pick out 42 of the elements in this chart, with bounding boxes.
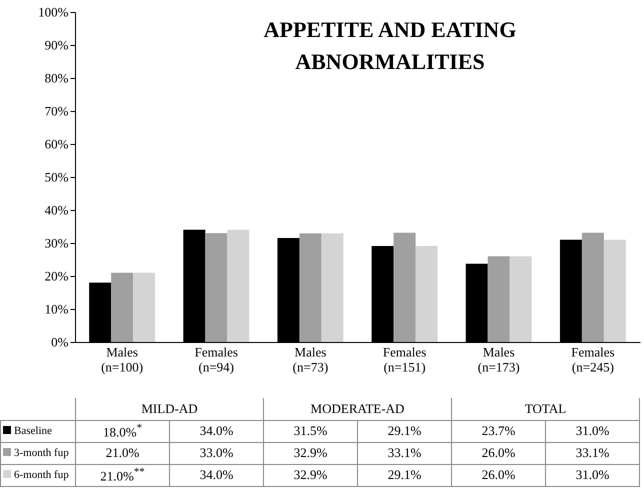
data-label: 32.9% (264, 442, 358, 464)
x-tick-label: Males (n=73) (292, 344, 328, 374)
y-tick-label: 20% (44, 268, 69, 284)
data-label: 26.0% (452, 464, 546, 486)
y-tick-label: 40% (44, 202, 69, 218)
data-label: 29.1% (358, 420, 452, 442)
data-label: 34.0% (170, 420, 264, 442)
data-label: 21.0%$^{**}$ (76, 464, 170, 486)
data-label: 33.1% (546, 442, 640, 464)
data-label: 18.0%$^{*}$ (76, 420, 170, 442)
data-label: 34.0% (170, 464, 264, 486)
x-tick-label: Females (n=94) (194, 344, 238, 374)
y-tick-label: 80% (44, 70, 69, 86)
text: TOTAL (452, 398, 640, 420)
data-label: 26.0% (452, 442, 546, 464)
y-tick-label: 70% (44, 104, 69, 118)
data-label: 33.0% (170, 442, 264, 464)
data-label: 33.1% (358, 442, 452, 464)
data-label: 29.1% (358, 464, 452, 486)
text: MILD-AD (76, 398, 264, 420)
y-tick-label: 90% (44, 38, 69, 52)
text: APPETITE AND EATING ABNORMALITIES (262, 16, 518, 76)
y-tick-label: 0% (51, 334, 69, 350)
y-tick-label: 50% (44, 170, 69, 184)
x-tick-label: Females (n=245) (571, 344, 615, 374)
y-tick-label: 10% (44, 302, 69, 316)
data-label: 32.9% (264, 464, 358, 486)
y-tick-label: 60% (44, 136, 69, 152)
data-label: 23.7% (452, 420, 546, 442)
x-tick-label: Males (n=100) (101, 344, 144, 374)
y-tick-label: 30% (44, 236, 69, 250)
legend-label: 3-month fup (0, 442, 76, 464)
x-tick-label: Males (n=173) (478, 344, 520, 374)
data-label: 21.0% (76, 442, 170, 464)
legend-label: 6-month fup (0, 464, 76, 486)
x-tick-label: Females (n=151) (382, 344, 426, 374)
y-tick-label: 100% (38, 4, 69, 20)
data-label: 31.0% (546, 464, 640, 486)
data-label: 31.0% (546, 420, 640, 442)
data-label: 31.5% (264, 420, 358, 442)
text: MODERATE-AD (264, 398, 452, 420)
legend-label: Baseline (0, 420, 76, 442)
